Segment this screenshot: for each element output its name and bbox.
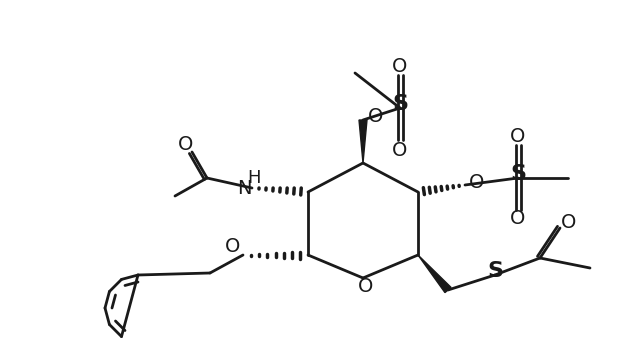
Text: N: N <box>237 178 252 198</box>
Text: O: O <box>358 277 374 297</box>
Text: O: O <box>225 237 241 257</box>
Text: O: O <box>561 213 577 231</box>
Text: O: O <box>179 135 194 153</box>
Text: H: H <box>247 169 260 187</box>
Polygon shape <box>418 255 451 293</box>
Text: O: O <box>510 209 525 229</box>
Text: O: O <box>510 126 525 146</box>
Text: S: S <box>392 94 408 114</box>
Text: O: O <box>392 141 408 159</box>
Text: O: O <box>368 106 384 126</box>
Text: S: S <box>487 261 503 281</box>
Text: O: O <box>392 57 408 75</box>
Text: O: O <box>469 173 484 192</box>
Text: S: S <box>510 164 526 184</box>
Polygon shape <box>359 120 367 163</box>
